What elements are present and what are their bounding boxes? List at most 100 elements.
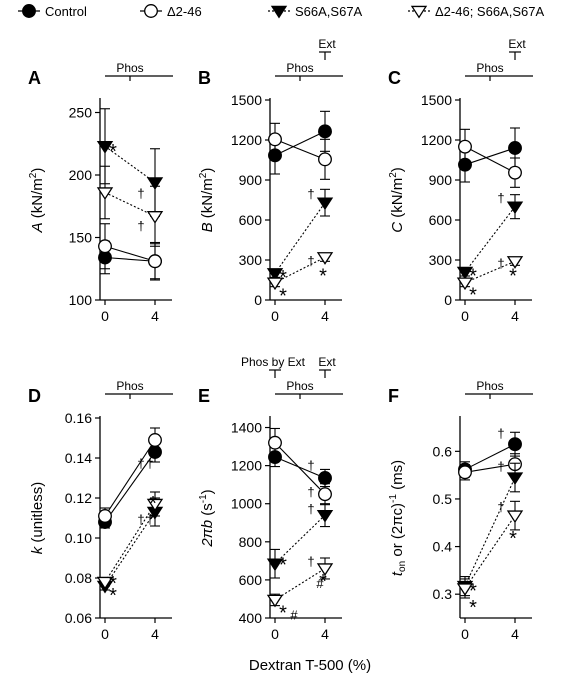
- legend-label-2: S66A,S67A: [295, 4, 363, 19]
- panel-D: 0.06 0.08 0.10 0.12 0.14 0.16 0 4 Dk (unitless) P…: [28, 379, 173, 642]
- x-tick-label-F-0: 0: [461, 626, 469, 642]
- annotation-E-8: *: [279, 602, 287, 624]
- x-tick-label-E-0: 0: [271, 626, 279, 642]
- series-line-D-1: [104, 439, 156, 517]
- data-point-B-0-1: [318, 124, 332, 139]
- annotation-C-5: †: [497, 256, 504, 271]
- data-point-A-2-0: [96, 141, 114, 154]
- x-tick-label-A-1: 4: [151, 308, 159, 324]
- bracket-ext-label-E: Ext: [318, 355, 336, 369]
- y-tick-label-E-0: 400: [239, 610, 263, 626]
- data-point-B-3-0: [266, 277, 284, 291]
- series-line-D-0: [104, 451, 156, 523]
- panel-letter-E: E: [198, 386, 210, 406]
- series-line-C-2: [464, 206, 516, 273]
- series-line-F-1: [464, 463, 516, 473]
- y-tick-label-F-1: 0.4: [433, 539, 453, 555]
- y-tick-label-C-4: 1200: [421, 132, 452, 148]
- y-tick-label-F-0: 0.3: [433, 586, 453, 602]
- legend-marker-0: [22, 4, 36, 18]
- series-line-B-0: [274, 130, 326, 156]
- data-point-E-3-0: [266, 594, 284, 608]
- annotation-A-1: *: [109, 141, 117, 163]
- data-point-A-1-1: [148, 254, 162, 269]
- series-line-C-3: [464, 260, 516, 284]
- legend-marker-2: [270, 5, 288, 19]
- series-line-F-2: [464, 477, 516, 587]
- data-point-D-1-0: [98, 509, 112, 523]
- data-point-C-3-0: [456, 277, 474, 291]
- data-point-E-2-0: [266, 558, 284, 572]
- y-tick-label-E-2: 800: [239, 534, 263, 550]
- data-point-A-3-0: [96, 187, 114, 200]
- bracket-ext-label-B: Ext: [318, 37, 336, 51]
- bracket-phos-label-C: Phos: [476, 61, 503, 75]
- annotation-F-5: *: [469, 580, 477, 602]
- series-line-C-0: [464, 147, 516, 166]
- x-tick-label-C-0: 0: [461, 308, 469, 324]
- legend: Control Δ2-46 S66A,S67A Δ2-46; S66A,S67A: [18, 4, 544, 19]
- y-tick-label-C-5: 1500: [421, 92, 452, 108]
- annotation-D-3: †: [137, 512, 144, 527]
- annotation-D-4: †: [146, 512, 153, 527]
- series-line-D-3: [104, 503, 156, 583]
- y-tick-label-C-3: 900: [429, 172, 453, 188]
- y-tick-label-B-3: 900: [239, 172, 263, 188]
- y-tick-label-D-2: 0.10: [65, 530, 92, 546]
- data-point-D-3-1: [146, 498, 164, 512]
- annotation-F-3: †: [497, 500, 504, 515]
- annotation-D-7: *: [109, 573, 117, 595]
- annotation-E-4: †: [307, 484, 314, 499]
- data-point-B-3-1: [316, 252, 334, 265]
- y-tick-label-A-3: 250: [69, 105, 93, 121]
- bracket-phos-label-B: Phos: [286, 61, 313, 75]
- annotation-D-1: †: [137, 456, 144, 471]
- y-tick-label-E-1: 600: [239, 572, 263, 588]
- series-line-D-2: [104, 511, 156, 587]
- annotation-E-11: #: [316, 576, 324, 591]
- y-tick-label-B-1: 300: [239, 252, 263, 268]
- legend-label-0: Control: [45, 4, 87, 19]
- data-point-F-0-1: [508, 437, 522, 452]
- y-tick-label-D-3: 0.12: [65, 490, 92, 506]
- y-axis-label-B: B (kN/m2): [198, 168, 216, 233]
- x-tick-label-F-1: 4: [511, 626, 519, 642]
- y-axis-label-D: k (unitless): [29, 482, 46, 555]
- panel-E: 400 600 800 1000 1200 1400 0 4 E 2πb (s-1) Phos by…: [198, 355, 343, 642]
- x-tick-label-C-1: 4: [511, 308, 519, 324]
- annotation-B-2: *: [279, 267, 287, 289]
- x-tick-label-A-0: 0: [101, 308, 109, 324]
- annotation-E-9: #: [290, 607, 298, 622]
- data-point-F-3-0: [456, 583, 474, 596]
- annotation-D-6: *: [149, 509, 157, 531]
- y-tick-label-F-2: 0.5: [433, 491, 453, 507]
- data-point-B-1-0: [268, 132, 282, 147]
- annotation-F-1: †: [497, 426, 504, 441]
- legend-marker-1: [144, 4, 158, 18]
- data-point-C-0-1: [508, 141, 522, 155]
- shared-x-axis-label: Dextran T-500 (%): [249, 657, 371, 674]
- annotation-C-3: *: [469, 284, 477, 306]
- bracket-phos-label-A: Phos: [116, 61, 143, 75]
- annotation-B-6: *: [319, 266, 327, 288]
- y-tick-label-F-3: 0.6: [433, 443, 453, 459]
- panel-letter-B: B: [198, 68, 211, 88]
- data-point-E-3-1: [316, 563, 334, 576]
- annotation-B-3: *: [279, 286, 287, 308]
- series-line-A-3: [104, 192, 156, 217]
- panel-letter-D: D: [28, 386, 41, 406]
- bracket-phos-label-F: Phos: [476, 379, 503, 393]
- data-point-A-3-1: [146, 211, 164, 224]
- annotation-F-4: *: [509, 528, 517, 550]
- series-line-E-0: [274, 456, 326, 479]
- legend-label-1: Δ2-46: [167, 4, 202, 19]
- y-axis-label-F: ton or (2πc)-1 (ms): [388, 460, 408, 576]
- panel-letter-F: F: [388, 386, 399, 406]
- annotation-E-10: *: [319, 571, 327, 593]
- bracket-phosext-label-E: Phos by Ext: [241, 355, 306, 369]
- annotation-D-5: *: [149, 493, 157, 515]
- series-line-C-1: [464, 146, 516, 174]
- annotation-E-6: †: [307, 554, 314, 569]
